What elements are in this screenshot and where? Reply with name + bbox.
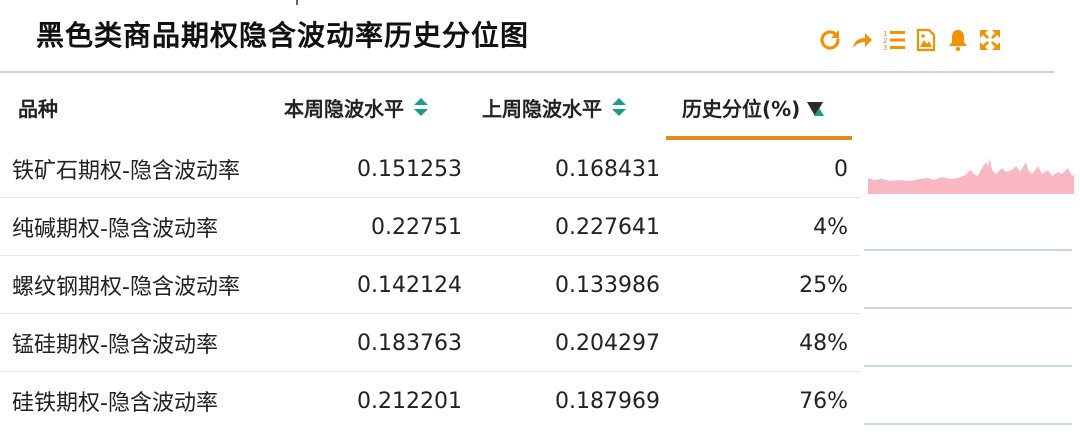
active-sort-underline: [666, 136, 852, 140]
table-row[interactable]: 铁矿石期权-隐含波动率 0.151253 0.168431 0: [0, 140, 1080, 198]
sort-descending-icon[interactable]: [806, 94, 825, 120]
share-icon[interactable]: [850, 28, 874, 52]
table-row[interactable]: 锰硅期权-隐含波动率 0.183763 0.204297 48%: [0, 314, 1080, 372]
svg-text:3: 3: [883, 44, 887, 52]
row-previous: 0.133986: [555, 272, 660, 298]
row-previous: 0.204297: [555, 330, 660, 356]
table-row[interactable]: 螺纹钢期权-隐含波动率 0.142124 0.133986 25%: [0, 256, 1080, 314]
row-divider: [0, 313, 860, 314]
column-header-previous[interactable]: 上周隐波水平: [482, 76, 628, 138]
sort-icon[interactable]: [610, 94, 628, 120]
row-name: 硅铁期权-隐含波动率: [12, 391, 218, 416]
sparkline: [868, 158, 1074, 194]
row-current: 0.183763: [357, 330, 462, 356]
svg-text:2: 2: [883, 37, 887, 45]
row-name: 铁矿石期权-隐含波动率: [12, 159, 240, 184]
row-percentile: 48%: [799, 330, 848, 356]
row-divider: [0, 371, 860, 372]
row-previous: 0.168431: [555, 156, 660, 182]
sparkline: [864, 249, 1072, 251]
image-icon[interactable]: [914, 28, 938, 52]
row-divider: [0, 197, 860, 198]
row-current: 0.151253: [357, 156, 462, 182]
sparkline: [864, 307, 1072, 309]
top-edge-marker: [296, 0, 298, 5]
row-name: 纯碱期权-隐含波动率: [12, 217, 218, 242]
row-percentile: 4%: [813, 214, 848, 240]
column-header-name-label: 品种: [18, 96, 58, 121]
row-percentile: 25%: [799, 272, 848, 298]
row-divider: [0, 255, 860, 256]
column-header-current-label: 本周隐波水平: [284, 96, 404, 121]
row-current: 0.22751: [371, 214, 462, 240]
column-header-previous-label: 上周隐波水平: [482, 96, 602, 121]
table-row[interactable]: 硅铁期权-隐含波动率 0.212201 0.187969 76%: [0, 372, 1080, 430]
fullscreen-icon[interactable]: [978, 28, 1002, 52]
column-header-current[interactable]: 本周隐波水平: [284, 76, 430, 138]
refresh-icon[interactable]: [818, 28, 842, 52]
page-title: 黑色类商品期权隐含波动率历史分位图: [36, 19, 530, 52]
row-percentile: 76%: [799, 388, 848, 414]
bell-icon[interactable]: [946, 28, 970, 52]
row-current: 0.142124: [357, 272, 462, 298]
row-name: 螺纹钢期权-隐含波动率: [12, 275, 240, 300]
sort-icon[interactable]: [412, 94, 430, 120]
row-current: 0.212201: [357, 388, 462, 414]
column-header-percentile-label: 历史分位(%): [682, 96, 801, 121]
svg-text:1: 1: [883, 30, 887, 38]
row-previous: 0.187969: [555, 388, 660, 414]
sparkline: [864, 365, 1072, 367]
row-name: 锰硅期权-隐含波动率: [12, 333, 218, 358]
table-row[interactable]: 纯碱期权-隐含波动率 0.22751 0.227641 4%: [0, 198, 1080, 256]
column-header-name: 品种: [18, 76, 58, 138]
header-divider: [0, 71, 1054, 73]
row-previous: 0.227641: [555, 214, 660, 240]
column-header-percentile[interactable]: 历史分位(%): [682, 76, 825, 138]
row-percentile: 0: [834, 156, 848, 182]
sparkline: [864, 423, 1072, 425]
